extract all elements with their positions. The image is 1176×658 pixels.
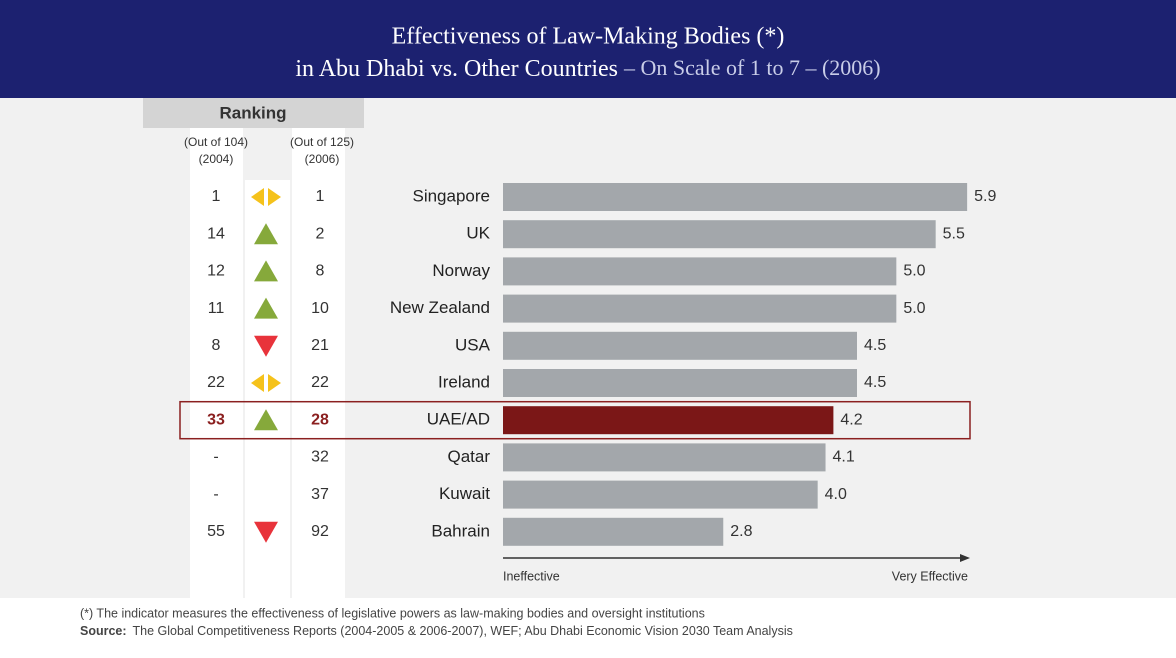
axis-arrow	[960, 554, 970, 562]
bar	[503, 183, 968, 211]
rank-2006: 37	[311, 486, 329, 503]
axis-low-label: Ineffective	[503, 569, 560, 583]
value-label: 5.0	[903, 300, 925, 317]
bar	[503, 406, 834, 435]
rank-2006: 32	[311, 449, 329, 466]
bar	[503, 220, 936, 249]
column-header: (Out of 125)	[290, 135, 354, 149]
rank-2006: 92	[311, 523, 329, 540]
rank-2004: 22	[207, 374, 225, 391]
rank-2006: 2	[316, 225, 325, 242]
footnote: (*) The indicator measures the effective…	[80, 606, 705, 620]
trend-up	[254, 409, 278, 431]
category-label: UK	[466, 224, 490, 243]
value-label: 5.0	[903, 263, 925, 280]
bar	[503, 257, 897, 286]
bar	[503, 480, 818, 509]
trend-same	[268, 188, 281, 206]
trend-same	[268, 374, 281, 392]
rank-2004: 11	[208, 300, 225, 317]
title-line: Effectiveness of Law-Making Bodies (*)	[392, 24, 785, 50]
category-label: UAE/AD	[427, 410, 490, 429]
title-line: in Abu Dhabi vs. Other Countries – On Sca…	[295, 55, 880, 81]
bar	[503, 369, 857, 397]
value-label: 5.9	[974, 188, 996, 205]
category-label: USA	[455, 335, 491, 354]
highlight-box	[179, 400, 971, 440]
rank-2004: 14	[207, 225, 225, 242]
rank-2004: -	[213, 449, 218, 466]
bar	[503, 294, 897, 323]
column-header: (2006)	[305, 152, 340, 166]
rank-2006: 22	[311, 374, 329, 391]
source-label: Source:	[80, 624, 127, 638]
column-strip	[190, 128, 243, 598]
source-text: The Global Competitiveness Reports (2004…	[133, 624, 793, 638]
value-label: 4.1	[833, 449, 855, 466]
rank-2006: 28	[311, 411, 329, 428]
rank-2004: -	[213, 486, 218, 503]
category-label: Ireland	[438, 372, 490, 391]
value-label: 4.0	[825, 486, 847, 503]
category-label: Norway	[432, 261, 490, 280]
category-label: Bahrain	[431, 521, 490, 540]
title-line: in Abu Dhabi vs. Other Countries	[295, 56, 618, 82]
bar	[503, 331, 857, 360]
rank-2004: 33	[207, 411, 225, 428]
trend-down	[254, 521, 278, 543]
trend-same	[251, 374, 264, 392]
rank-2004: 55	[207, 523, 225, 540]
category-label: Singapore	[412, 186, 490, 205]
rank-2004: 12	[207, 263, 225, 280]
trend-up	[254, 297, 278, 319]
column-header: (Out of 104)	[184, 135, 248, 149]
category-label: New Zealand	[390, 298, 490, 317]
value-label: 4.5	[864, 374, 886, 391]
category-label: Qatar	[447, 447, 490, 466]
rank-2006: 1	[316, 188, 325, 205]
subtitle: – On Scale of 1 to 7 – (2006)	[623, 55, 881, 80]
rank-2004: 1	[212, 188, 221, 205]
trend-up	[254, 223, 278, 245]
value-label: 5.5	[943, 225, 965, 242]
rank-2006: 21	[311, 337, 329, 354]
trend-same	[251, 188, 264, 206]
source: Source: The Global Competitiveness Report…	[80, 624, 793, 638]
bar	[503, 517, 724, 546]
column-strip	[292, 128, 345, 598]
trend-up	[254, 260, 278, 282]
ranking-header-box	[143, 98, 364, 128]
axis-high-label: Very Effective	[892, 569, 968, 583]
ranking-header: Ranking	[219, 103, 286, 122]
rank-2006: 10	[311, 300, 329, 317]
rank-2006: 8	[316, 263, 325, 280]
bar	[503, 443, 826, 472]
category-label: Kuwait	[439, 484, 490, 503]
header-band	[0, 0, 1176, 98]
value-label: 4.2	[840, 411, 862, 428]
value-label: 4.5	[864, 337, 886, 354]
value-label: 2.8	[730, 523, 752, 540]
trend-down	[254, 335, 278, 357]
rank-2004: 8	[212, 337, 221, 354]
column-header: (2004)	[199, 152, 234, 166]
